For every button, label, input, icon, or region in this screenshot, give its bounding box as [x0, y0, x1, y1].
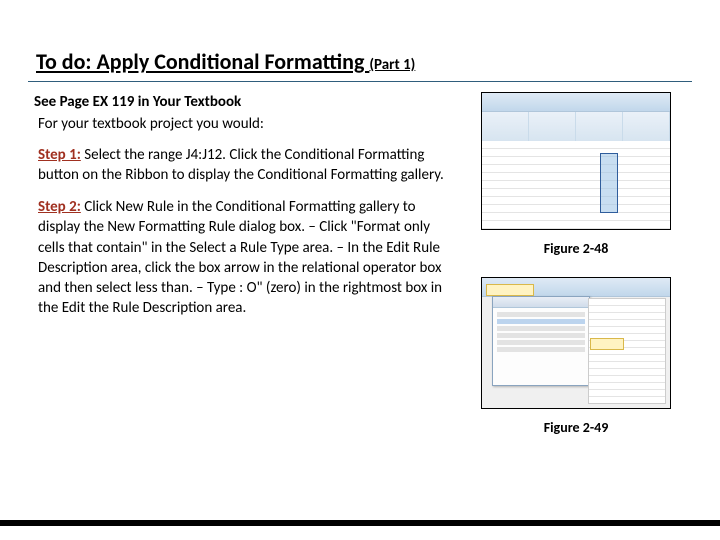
figure-2-49-caption: Figure 2-49 — [544, 419, 609, 436]
step-2: Step 2: Click New Rule in the Conditiona… — [38, 197, 458, 319]
step-1: Step 1: Select the range J4:J12. Click t… — [38, 145, 458, 186]
worksheet-behind — [588, 298, 666, 404]
figure-column: Figure 2-48 Fi — [476, 92, 676, 438]
figure-2-49 — [481, 277, 671, 409]
ribbon-group — [482, 112, 529, 142]
ribbon-group — [623, 112, 670, 142]
ribbon-group — [529, 112, 576, 142]
selected-range — [600, 153, 618, 213]
page-title-part: (Part 1) — [369, 56, 415, 74]
rule-type-list — [493, 308, 589, 356]
callout-box — [486, 284, 534, 296]
intro-line: For your textbook project you would: — [38, 114, 458, 134]
title-underline — [28, 81, 692, 82]
rule-type-item — [497, 340, 585, 345]
content-columns: See Page EX 119 in Your Textbook For you… — [28, 92, 692, 438]
page-title: To do: Apply Conditional Formatting — [36, 48, 369, 75]
new-formatting-rule-dialog — [492, 296, 590, 386]
callout-box — [590, 338, 624, 350]
rule-type-item-selected — [497, 319, 585, 324]
excel-titlebar — [482, 93, 670, 112]
text-column: See Page EX 119 in Your Textbook For you… — [28, 92, 458, 438]
rule-type-item — [497, 347, 585, 352]
step-2-text: Click New Rule in the Conditional Format… — [38, 198, 442, 317]
rule-type-item — [497, 333, 585, 338]
worksheet-area — [482, 141, 670, 229]
rule-type-item — [497, 326, 585, 331]
title-block: To do: Apply Conditional Formatting (Par… — [28, 48, 692, 77]
excel-ribbon — [482, 112, 670, 143]
step-1-text: Select the range J4:J12. Click the Condi… — [38, 146, 444, 184]
dialog-header — [493, 297, 589, 308]
slide: To do: Apply Conditional Formatting (Par… — [0, 0, 720, 540]
figure-2-48-caption: Figure 2-48 — [544, 240, 609, 257]
figure-2-48 — [481, 92, 671, 230]
step-2-label: Step 2: — [38, 198, 81, 216]
rule-type-item — [497, 312, 585, 317]
step-1-label: Step 1: — [38, 146, 81, 164]
worksheet-grid — [482, 141, 670, 229]
intro-bold-line: See Page EX 119 in Your Textbook — [34, 92, 458, 112]
footer-bar — [0, 520, 720, 526]
ribbon-group — [576, 112, 623, 142]
